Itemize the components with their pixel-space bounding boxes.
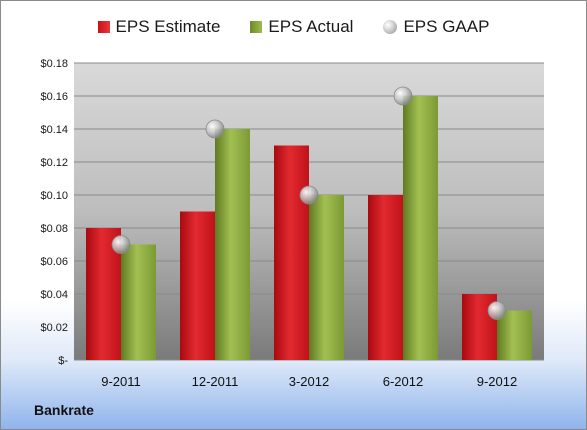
y-tick-label: $0.16 — [40, 91, 68, 103]
bar-actual — [497, 310, 532, 360]
marker-gaap — [393, 86, 413, 106]
y-tick-label: $0.14 — [40, 124, 68, 136]
x-tick-label: 12-2011 — [192, 374, 239, 389]
company-name: Bankrate — [34, 402, 94, 418]
bar-actual — [309, 195, 344, 360]
legend: EPS Estimate EPS Actual EPS GAAP — [1, 17, 586, 37]
bar-estimate — [274, 145, 309, 360]
x-tick-label: 9-2011 — [101, 374, 141, 389]
bar-actual — [403, 96, 438, 360]
legend-label-actual: EPS Actual — [268, 17, 354, 36]
bar-estimate — [368, 195, 403, 360]
legend-label-gaap: EPS GAAP — [403, 17, 490, 36]
legend-item-estimate: EPS Estimate — [97, 17, 221, 37]
y-tick-label: $0.06 — [40, 256, 68, 268]
bar-actual — [121, 244, 156, 360]
y-tick-label: $0.04 — [40, 289, 68, 301]
marker-gaap — [205, 119, 225, 139]
x-tick-label: 6-2012 — [383, 374, 423, 389]
legend-item-actual: EPS Actual — [250, 17, 353, 37]
legend-label-estimate: EPS Estimate — [115, 17, 221, 36]
actual-swatch — [250, 21, 263, 33]
y-tick-label: $0.10 — [40, 190, 68, 202]
bar-estimate — [180, 211, 215, 360]
marker-gaap — [487, 301, 507, 320]
gaap-swatch — [383, 20, 398, 34]
marker-gaap — [299, 185, 319, 205]
y-tick-label: $0.02 — [40, 322, 68, 334]
estimate-swatch — [97, 21, 110, 33]
y-tick-label: $- — [58, 355, 68, 367]
y-tick-label: $0.08 — [40, 223, 68, 235]
y-tick-label: $0.18 — [40, 58, 68, 70]
bar-actual — [215, 129, 250, 360]
marker-gaap — [111, 235, 131, 254]
x-tick-label: 9-2012 — [477, 374, 517, 389]
y-tick-label: $0.12 — [40, 157, 68, 169]
legend-item-gaap: EPS GAAP — [383, 17, 489, 37]
x-tick-label: 3-2012 — [289, 374, 329, 389]
